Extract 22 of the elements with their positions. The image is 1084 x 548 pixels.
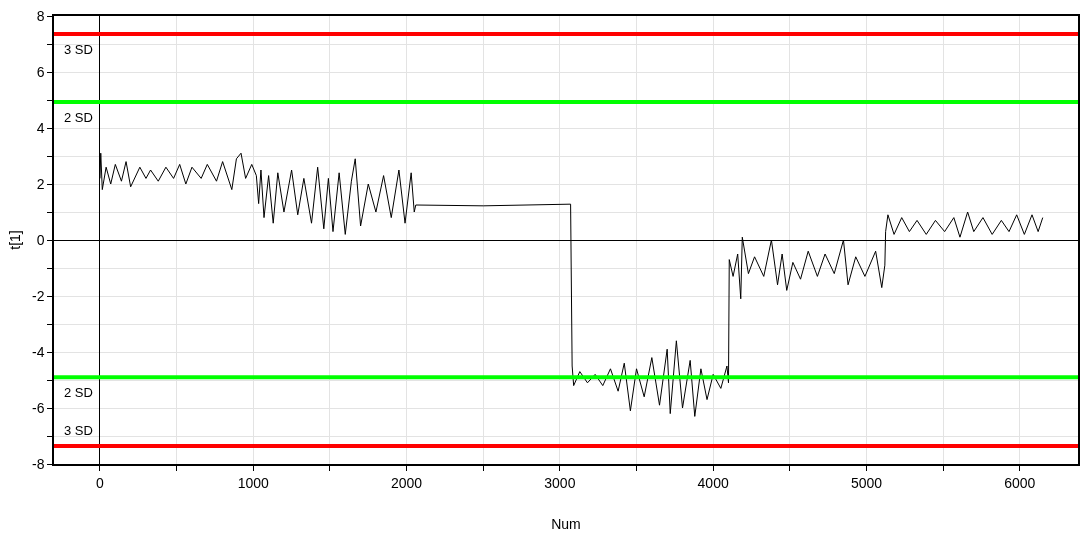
y-tick-label: -4 <box>32 343 45 360</box>
ref-line-label: 3 SD <box>64 423 93 438</box>
x-tick-label: 0 <box>96 474 105 491</box>
y-tick-label: -8 <box>32 455 45 472</box>
ref-line-label: 2 SD <box>64 385 93 400</box>
ref-line-label: 2 SD <box>64 110 93 125</box>
ref-line-label: 3 SD <box>64 42 93 57</box>
y-tick-label: 0 <box>36 231 45 248</box>
x-axis-title: Num <box>551 516 581 533</box>
y-tick-label: -6 <box>32 399 45 416</box>
x-tick-label: 5000 <box>850 474 883 491</box>
y-tick-label: 4 <box>36 119 45 136</box>
x-tick-label: 3000 <box>544 474 576 491</box>
y-tick-label: 6 <box>36 63 45 80</box>
y-tick-label: -2 <box>32 287 45 304</box>
x-tick-label: 6000 <box>1004 474 1036 491</box>
x-tick-label: 1000 <box>237 474 270 491</box>
y-tick-label: 8 <box>36 7 45 24</box>
y-axis-title: t[1] <box>7 230 24 250</box>
x-tick-label: 4000 <box>697 474 729 491</box>
x-tick-label: 2000 <box>390 474 423 491</box>
y-tick-label: 2 <box>36 175 45 192</box>
